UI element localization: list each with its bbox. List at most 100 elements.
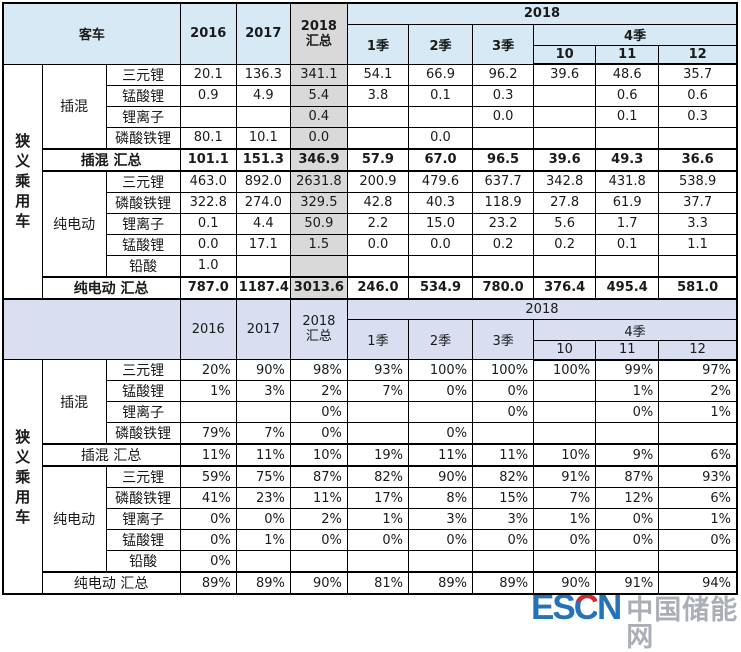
value-cell: 89% xyxy=(179,571,237,595)
group-label-plugin-hybrid: 插混 xyxy=(41,63,107,149)
value-cell: 6% xyxy=(658,487,738,509)
value-cell: 67.0 xyxy=(407,147,474,172)
value-cell: 57.9 xyxy=(346,147,409,172)
value-cell: 1.0 xyxy=(179,254,237,277)
row-label-lfp: 磷酸铁锂 xyxy=(105,487,181,509)
value-cell: 0.6 xyxy=(658,84,738,107)
value-cell: 0.1 xyxy=(407,84,474,107)
value-cell xyxy=(658,422,738,445)
total-line1: 2018 xyxy=(302,314,336,330)
value-cell: 66.9 xyxy=(407,63,474,86)
summary-label-plugin-total: 插混 汇总 xyxy=(41,147,181,172)
value-cell: 79% xyxy=(179,422,237,445)
value-cell: 2% xyxy=(289,508,348,530)
value-cell: 89% xyxy=(235,571,291,595)
value-cell: 59% xyxy=(179,465,237,488)
value-cell: 7% xyxy=(346,380,409,402)
value-cell: 0% xyxy=(472,529,535,551)
value-cell: 3% xyxy=(235,380,291,402)
value-cell: 0% xyxy=(472,380,535,402)
value-cell: 0.0 xyxy=(289,126,348,149)
value-cell: 27.8 xyxy=(533,191,597,214)
row-label-liion: 锂离子 xyxy=(105,212,181,235)
value-cell: 1.1 xyxy=(658,233,738,256)
row-label-lead-acid: 铅酸 xyxy=(105,550,181,573)
column-group-2018: 2018 xyxy=(346,298,738,320)
value-cell xyxy=(533,126,597,149)
total-line1: 2018 xyxy=(300,18,337,34)
value-cell: 0.0 xyxy=(472,105,535,128)
side-label-passenger-car: 狭义乘用车 xyxy=(2,63,43,299)
summary-row-ev: 纯电动 汇总 89% 89% 90% 81% 89% 89% 90% 91% 94% xyxy=(3,571,738,595)
value-cell: 1% xyxy=(179,380,237,402)
table-row: 锰酸锂 0.9 4.9 5.4 3.8 0.1 0.3 0.6 0.6 xyxy=(3,84,738,107)
value-cell: 0% xyxy=(179,529,237,551)
value-cell xyxy=(346,550,409,573)
value-cell: 1% xyxy=(235,529,291,551)
column-header-2018-total: 2018 汇总 xyxy=(289,298,348,360)
value-cell: 0.1 xyxy=(595,233,660,256)
value-cell xyxy=(235,550,291,573)
column-group-2018: 2018 xyxy=(346,2,738,25)
table-row: 磷酸铁锂 322.8 274.0 329.5 42.8 40.3 118.9 27.8 61.… xyxy=(3,191,738,214)
value-cell: 91% xyxy=(595,571,660,595)
column-group-q4: 4季 xyxy=(533,23,738,46)
value-cell: 329.5 xyxy=(289,191,348,214)
row-label-lfp: 磷酸铁锂 xyxy=(105,126,181,149)
row-label-ternary-lithium: 三元锂 xyxy=(105,465,181,488)
value-cell xyxy=(533,550,597,573)
value-cell: 0.0 xyxy=(407,126,474,149)
value-cell: 4.4 xyxy=(235,212,291,235)
value-cell: 0.6 xyxy=(595,84,660,107)
value-cell: 892.0 xyxy=(235,170,291,193)
value-cell: 637.7 xyxy=(472,170,535,193)
value-cell: 99% xyxy=(595,359,660,381)
value-cell: 48.6 xyxy=(595,63,660,86)
value-cell: 495.4 xyxy=(595,275,660,300)
header-row-year: 2016 2017 2018 汇总 2018 xyxy=(2,298,738,360)
value-cell: 3013.6 xyxy=(289,275,348,300)
value-cell: 15.0 xyxy=(407,212,474,235)
row-label-lmo: 锰酸锂 xyxy=(105,84,181,107)
value-cell: 23% xyxy=(235,487,291,509)
value-cell: 1.5 xyxy=(289,233,348,256)
value-cell: 538.9 xyxy=(658,170,738,193)
value-cell: 1% xyxy=(658,401,738,423)
value-cell: 0% xyxy=(595,508,660,530)
value-cell: 91% xyxy=(533,465,597,488)
header-row-quarters: 1季 2季 3季 4季 xyxy=(3,319,738,360)
group-label-pure-electric: 纯电动 xyxy=(41,465,107,573)
value-cell xyxy=(595,126,660,149)
value-cell: 10.1 xyxy=(235,126,291,149)
header-row-quarters: 1季 2季 3季 4季 xyxy=(3,23,738,65)
table-row: 纯电动 三元锂 463.0 892.0 2631.8 200.9 479.6 637.7 3… xyxy=(3,170,738,277)
value-cell: 20.1 xyxy=(179,63,237,86)
summary-row-plugin: 插混 汇总 101.1 151.3 346.9 57.9 67.0 96.5 39.6 49.… xyxy=(3,147,738,172)
value-cell xyxy=(289,254,348,277)
value-cell xyxy=(658,126,738,149)
value-cell: 0% xyxy=(533,529,597,551)
column-header-q3: 3季 xyxy=(472,319,535,360)
value-cell: 89% xyxy=(407,571,474,595)
table-row: 铅酸 0% xyxy=(3,550,738,573)
table-row: 锂离子 0.1 4.4 50.9 2.2 15.0 23.2 5.6 1.7 3.3 xyxy=(3,212,738,235)
value-cell: 787.0 xyxy=(179,275,237,300)
column-header-q1: 1季 xyxy=(346,23,409,65)
value-cell: 49.3 xyxy=(595,147,660,172)
value-cell: 39.6 xyxy=(533,63,597,86)
row-label-liion: 锂离子 xyxy=(105,105,181,128)
value-cell: 0.2 xyxy=(533,233,597,256)
column-header-m10: 10 xyxy=(533,44,597,65)
row-label-lmo: 锰酸锂 xyxy=(105,529,181,551)
value-cell: 37.7 xyxy=(658,191,738,214)
value-cell: 0% xyxy=(235,508,291,530)
value-cell: 11% xyxy=(235,443,291,467)
summary-row-ev: 纯电动 汇总 787.0 1187.4 3013.6 246.0 534.9 780.0 3… xyxy=(3,275,738,300)
value-cell: 35.7 xyxy=(658,63,738,86)
value-cell: 151.3 xyxy=(235,147,291,172)
value-cell: 93% xyxy=(346,359,409,381)
column-header-2016: 2016 xyxy=(179,298,237,360)
value-cell: 0% xyxy=(289,422,348,445)
value-cell xyxy=(658,550,738,573)
value-cell: 7% xyxy=(235,422,291,445)
